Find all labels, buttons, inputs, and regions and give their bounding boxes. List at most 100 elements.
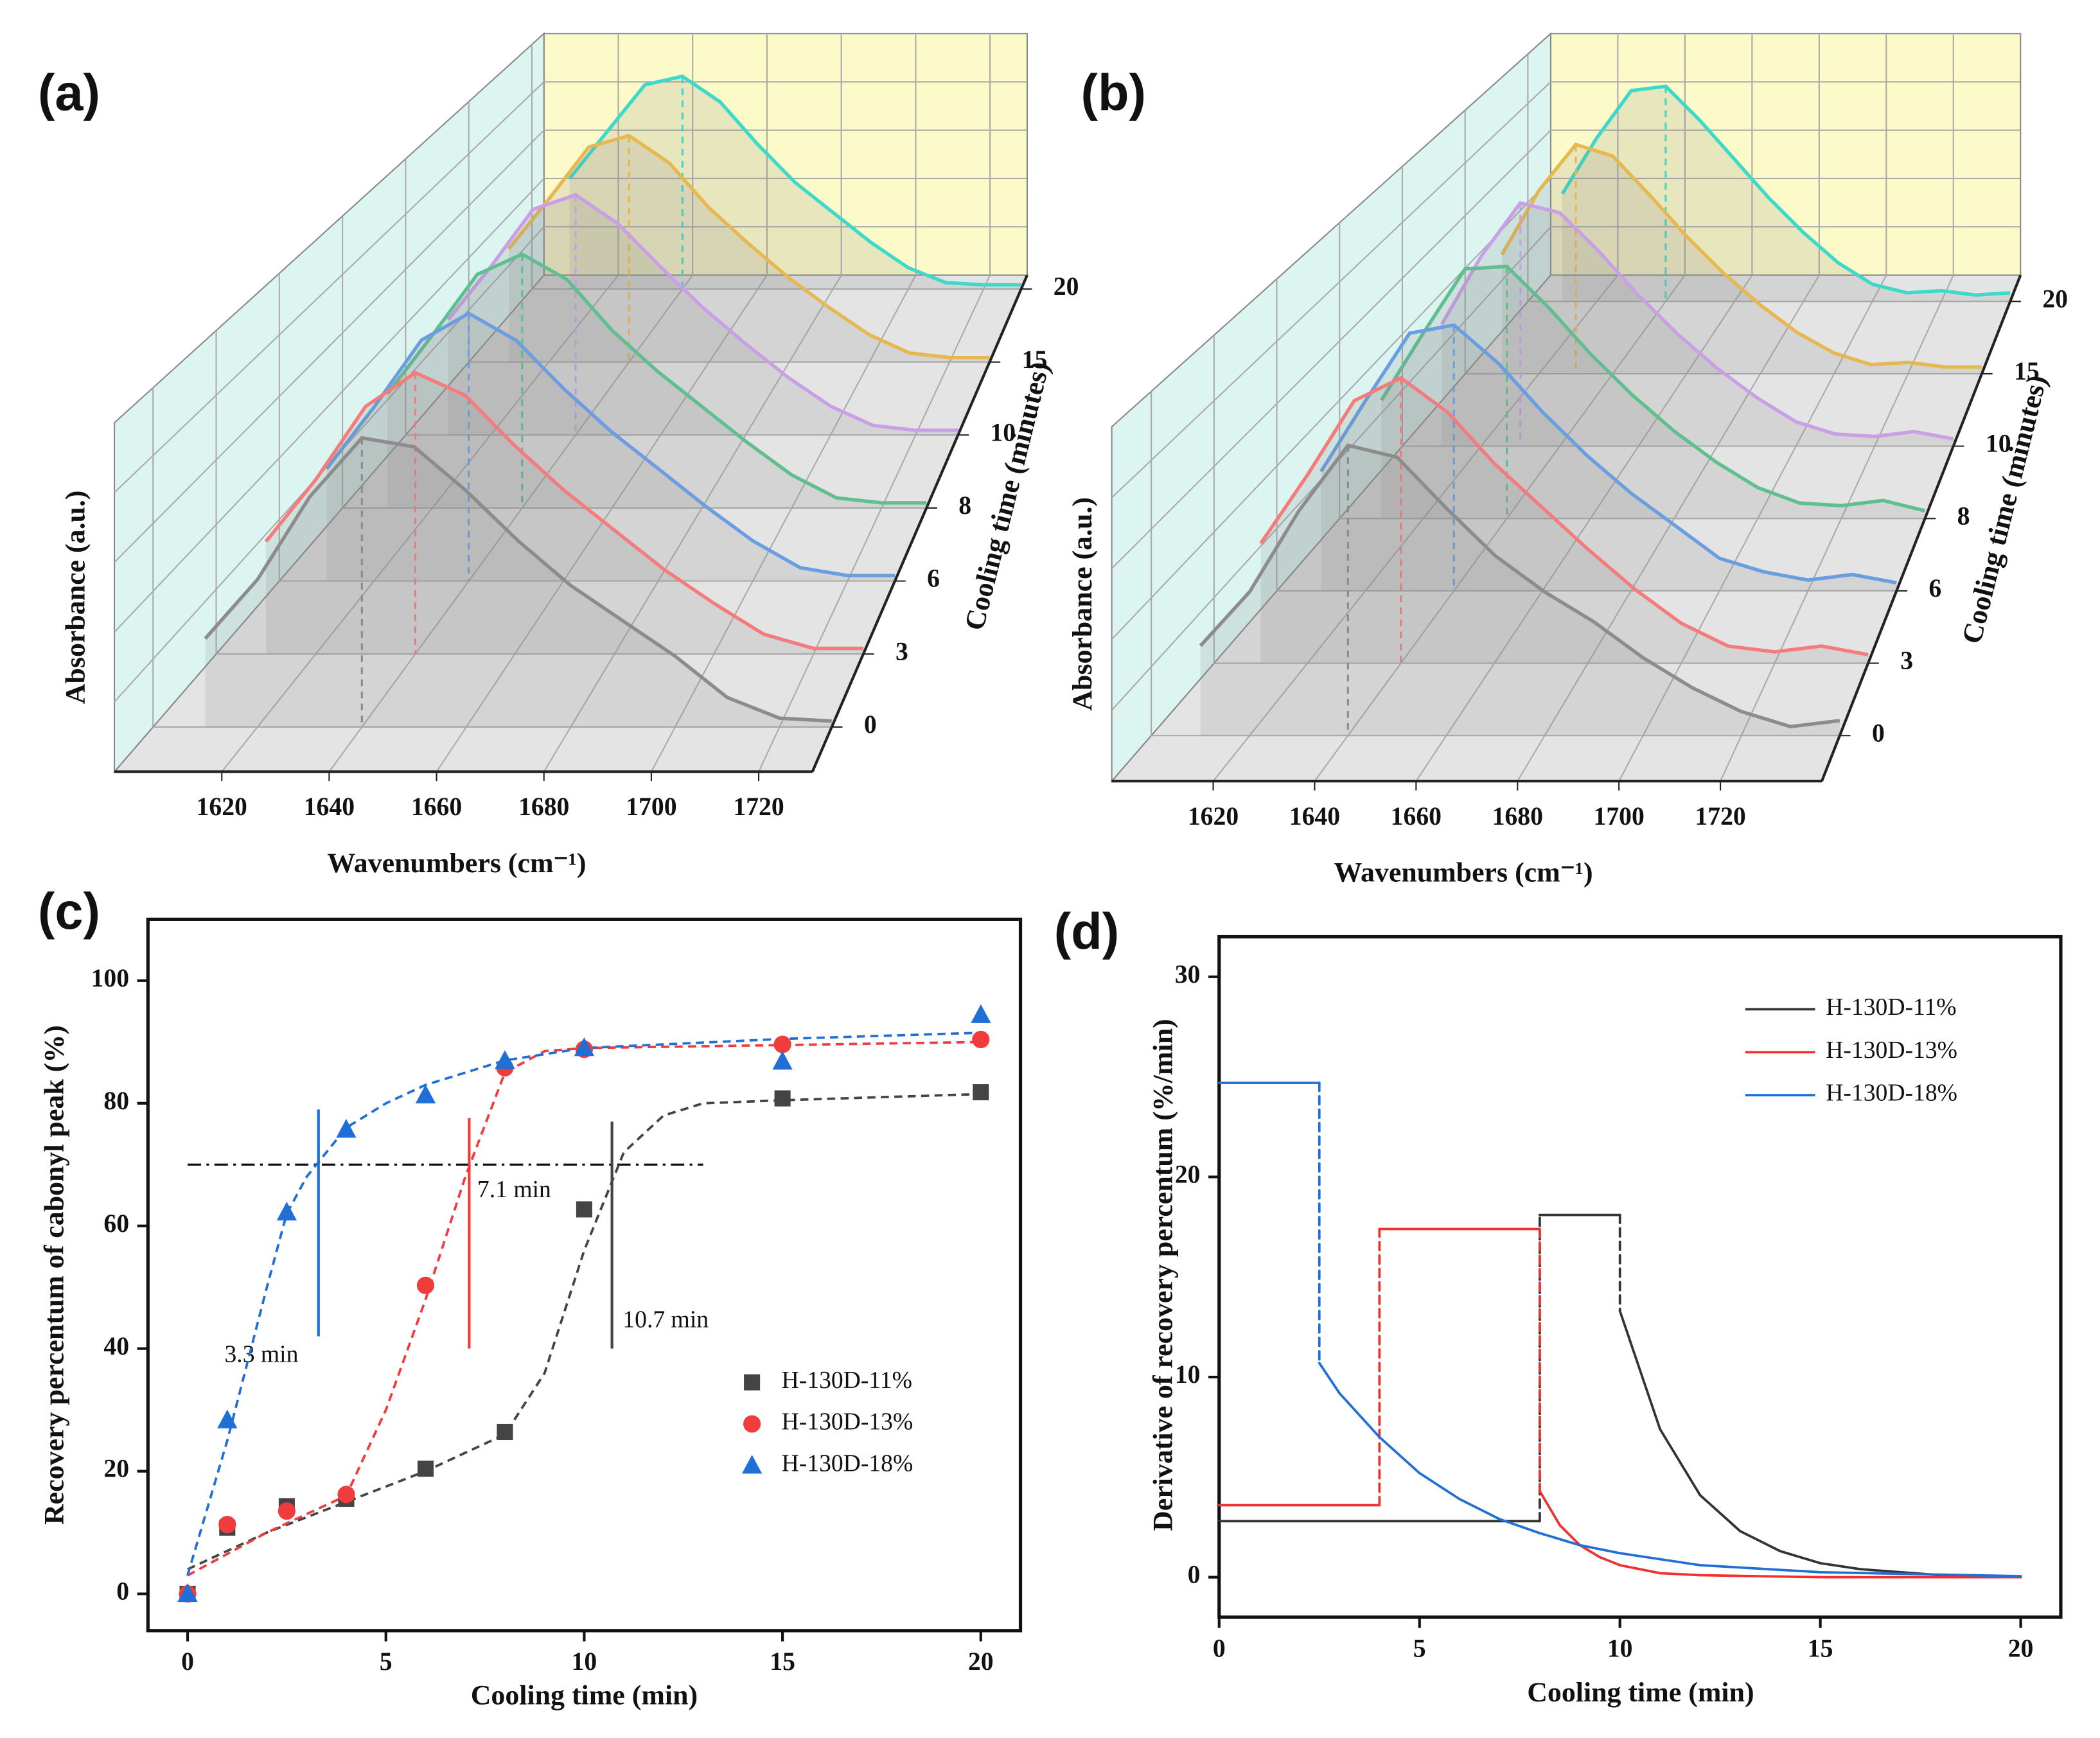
z-tick-label: 20 (2042, 285, 2068, 313)
spectrum (568, 74, 1021, 287)
area (1260, 378, 1869, 663)
floor-grid (328, 274, 694, 773)
area (205, 437, 832, 727)
x-tick-label: 1720 (733, 793, 784, 821)
panel-label: (d) (1054, 902, 1119, 960)
wall-grid (114, 81, 545, 493)
x-tick-label: 1640 (304, 793, 355, 821)
curve-segment (1318, 1362, 1341, 1394)
z-tick-label: 3 (896, 637, 908, 665)
marker (971, 1004, 991, 1023)
marker (576, 1201, 592, 1218)
wall-grid (114, 129, 545, 563)
y-tick-label: 100 (91, 964, 130, 992)
left-wall (114, 31, 545, 774)
x-tick-label: 1680 (518, 793, 569, 821)
area (1381, 266, 1925, 519)
curve-segment (1618, 1552, 1702, 1567)
x-tick-label: 1700 (1593, 802, 1644, 830)
spectrum (204, 435, 832, 723)
y-tick-label: 30 (1175, 960, 1201, 988)
legend-label: H-130D-13% (782, 1409, 913, 1435)
x-axis-title: Wavenumbers (cm⁻¹) (1334, 857, 1593, 888)
floor-grid (1720, 274, 1954, 782)
fit-line (187, 1040, 981, 1577)
z-tick-label: 0 (1872, 719, 1885, 747)
x-axis-title: Wavenumbers (cm⁻¹) (327, 848, 586, 879)
z-tick-label: 10 (990, 418, 1016, 446)
annotation: 7.1 min (477, 1176, 551, 1203)
x-tick-label: 20 (968, 1647, 994, 1676)
legend-label: H-130D-13% (1826, 1037, 1957, 1064)
panel-label: (c) (38, 882, 100, 940)
x-tick-label: 1620 (1188, 802, 1239, 830)
plot-frame (1217, 935, 2063, 1619)
curve-segment (1418, 1471, 1461, 1500)
curve-segment (1378, 1435, 1421, 1475)
x-tick-label: 10 (572, 1647, 597, 1676)
panel-label: (b) (1081, 64, 1146, 121)
y-tick-label: 60 (103, 1209, 129, 1238)
marker (772, 1051, 793, 1070)
x-tick-label: 0 (181, 1647, 194, 1676)
curve-segment (1699, 1564, 1822, 1574)
x-tick-label: 5 (380, 1647, 393, 1676)
y-tick-label: 0 (116, 1577, 129, 1606)
marker (741, 1455, 763, 1474)
x-axis-title: Cooling time (min) (1527, 1677, 1754, 1708)
z-tick-label: 8 (1957, 502, 1970, 530)
x-axis-title: Cooling time (min) (471, 1680, 698, 1710)
curve-segment (1659, 1428, 1702, 1497)
x-tick-label: 0 (1213, 1634, 1226, 1662)
marker (973, 1084, 989, 1101)
marker (774, 1090, 791, 1107)
curve-segment (1779, 1550, 1822, 1565)
legend-label: H-130D-18% (782, 1450, 913, 1477)
curve-segment (1578, 1543, 1621, 1555)
x-tick-label: 1700 (626, 793, 676, 821)
area (1200, 445, 1840, 736)
area (1562, 86, 2011, 302)
axis (811, 274, 1028, 773)
wall-grid (1111, 129, 1551, 569)
x-tick-label: 15 (770, 1647, 795, 1676)
y-axis-title: Absorbance (a.u.) (1067, 497, 1098, 711)
z-tick-label: 3 (1900, 647, 1913, 675)
y-tick-label: 20 (103, 1455, 129, 1483)
wall-grid (114, 178, 545, 633)
floor-grid (1517, 274, 1820, 782)
floor-grid (436, 274, 768, 773)
spectrum (385, 252, 927, 505)
wall-grid (1111, 178, 1551, 640)
curve-segment (1738, 1530, 1782, 1552)
marker (743, 1415, 761, 1433)
floor-grid (221, 274, 619, 773)
marker (417, 1461, 434, 1477)
curve-segment (1578, 1543, 1601, 1559)
z-tick-label: 20 (1054, 272, 1079, 301)
z-tick-label: 10 (1986, 430, 2011, 458)
spectrum (1259, 376, 1869, 656)
marker (218, 1516, 236, 1534)
floor-grid (1415, 274, 1753, 782)
marker (415, 1084, 436, 1103)
spectrum (446, 193, 958, 432)
curve-segment (1458, 1498, 1501, 1521)
spectrum (1199, 443, 1840, 729)
curve-segment (1618, 1310, 1661, 1430)
z-tick-label: 6 (1928, 574, 1941, 602)
floor-grid (1212, 274, 1619, 782)
x-tick-label: 15 (1808, 1634, 1833, 1662)
floor-grid (650, 274, 917, 772)
curve-segment (1558, 1523, 1582, 1547)
marker (276, 1202, 297, 1221)
z-tick-label: 0 (864, 710, 877, 739)
x-tick-label: 1660 (411, 793, 462, 821)
y-tick-label: 40 (103, 1332, 129, 1360)
curve-segment (1699, 1574, 1822, 1579)
marker (278, 1502, 296, 1520)
legend-label: H-130D-18% (1826, 1080, 1957, 1107)
y-tick-label: 80 (103, 1087, 129, 1115)
x-tick-label: 20 (2008, 1634, 2034, 1662)
curve-segment (1498, 1518, 1541, 1534)
